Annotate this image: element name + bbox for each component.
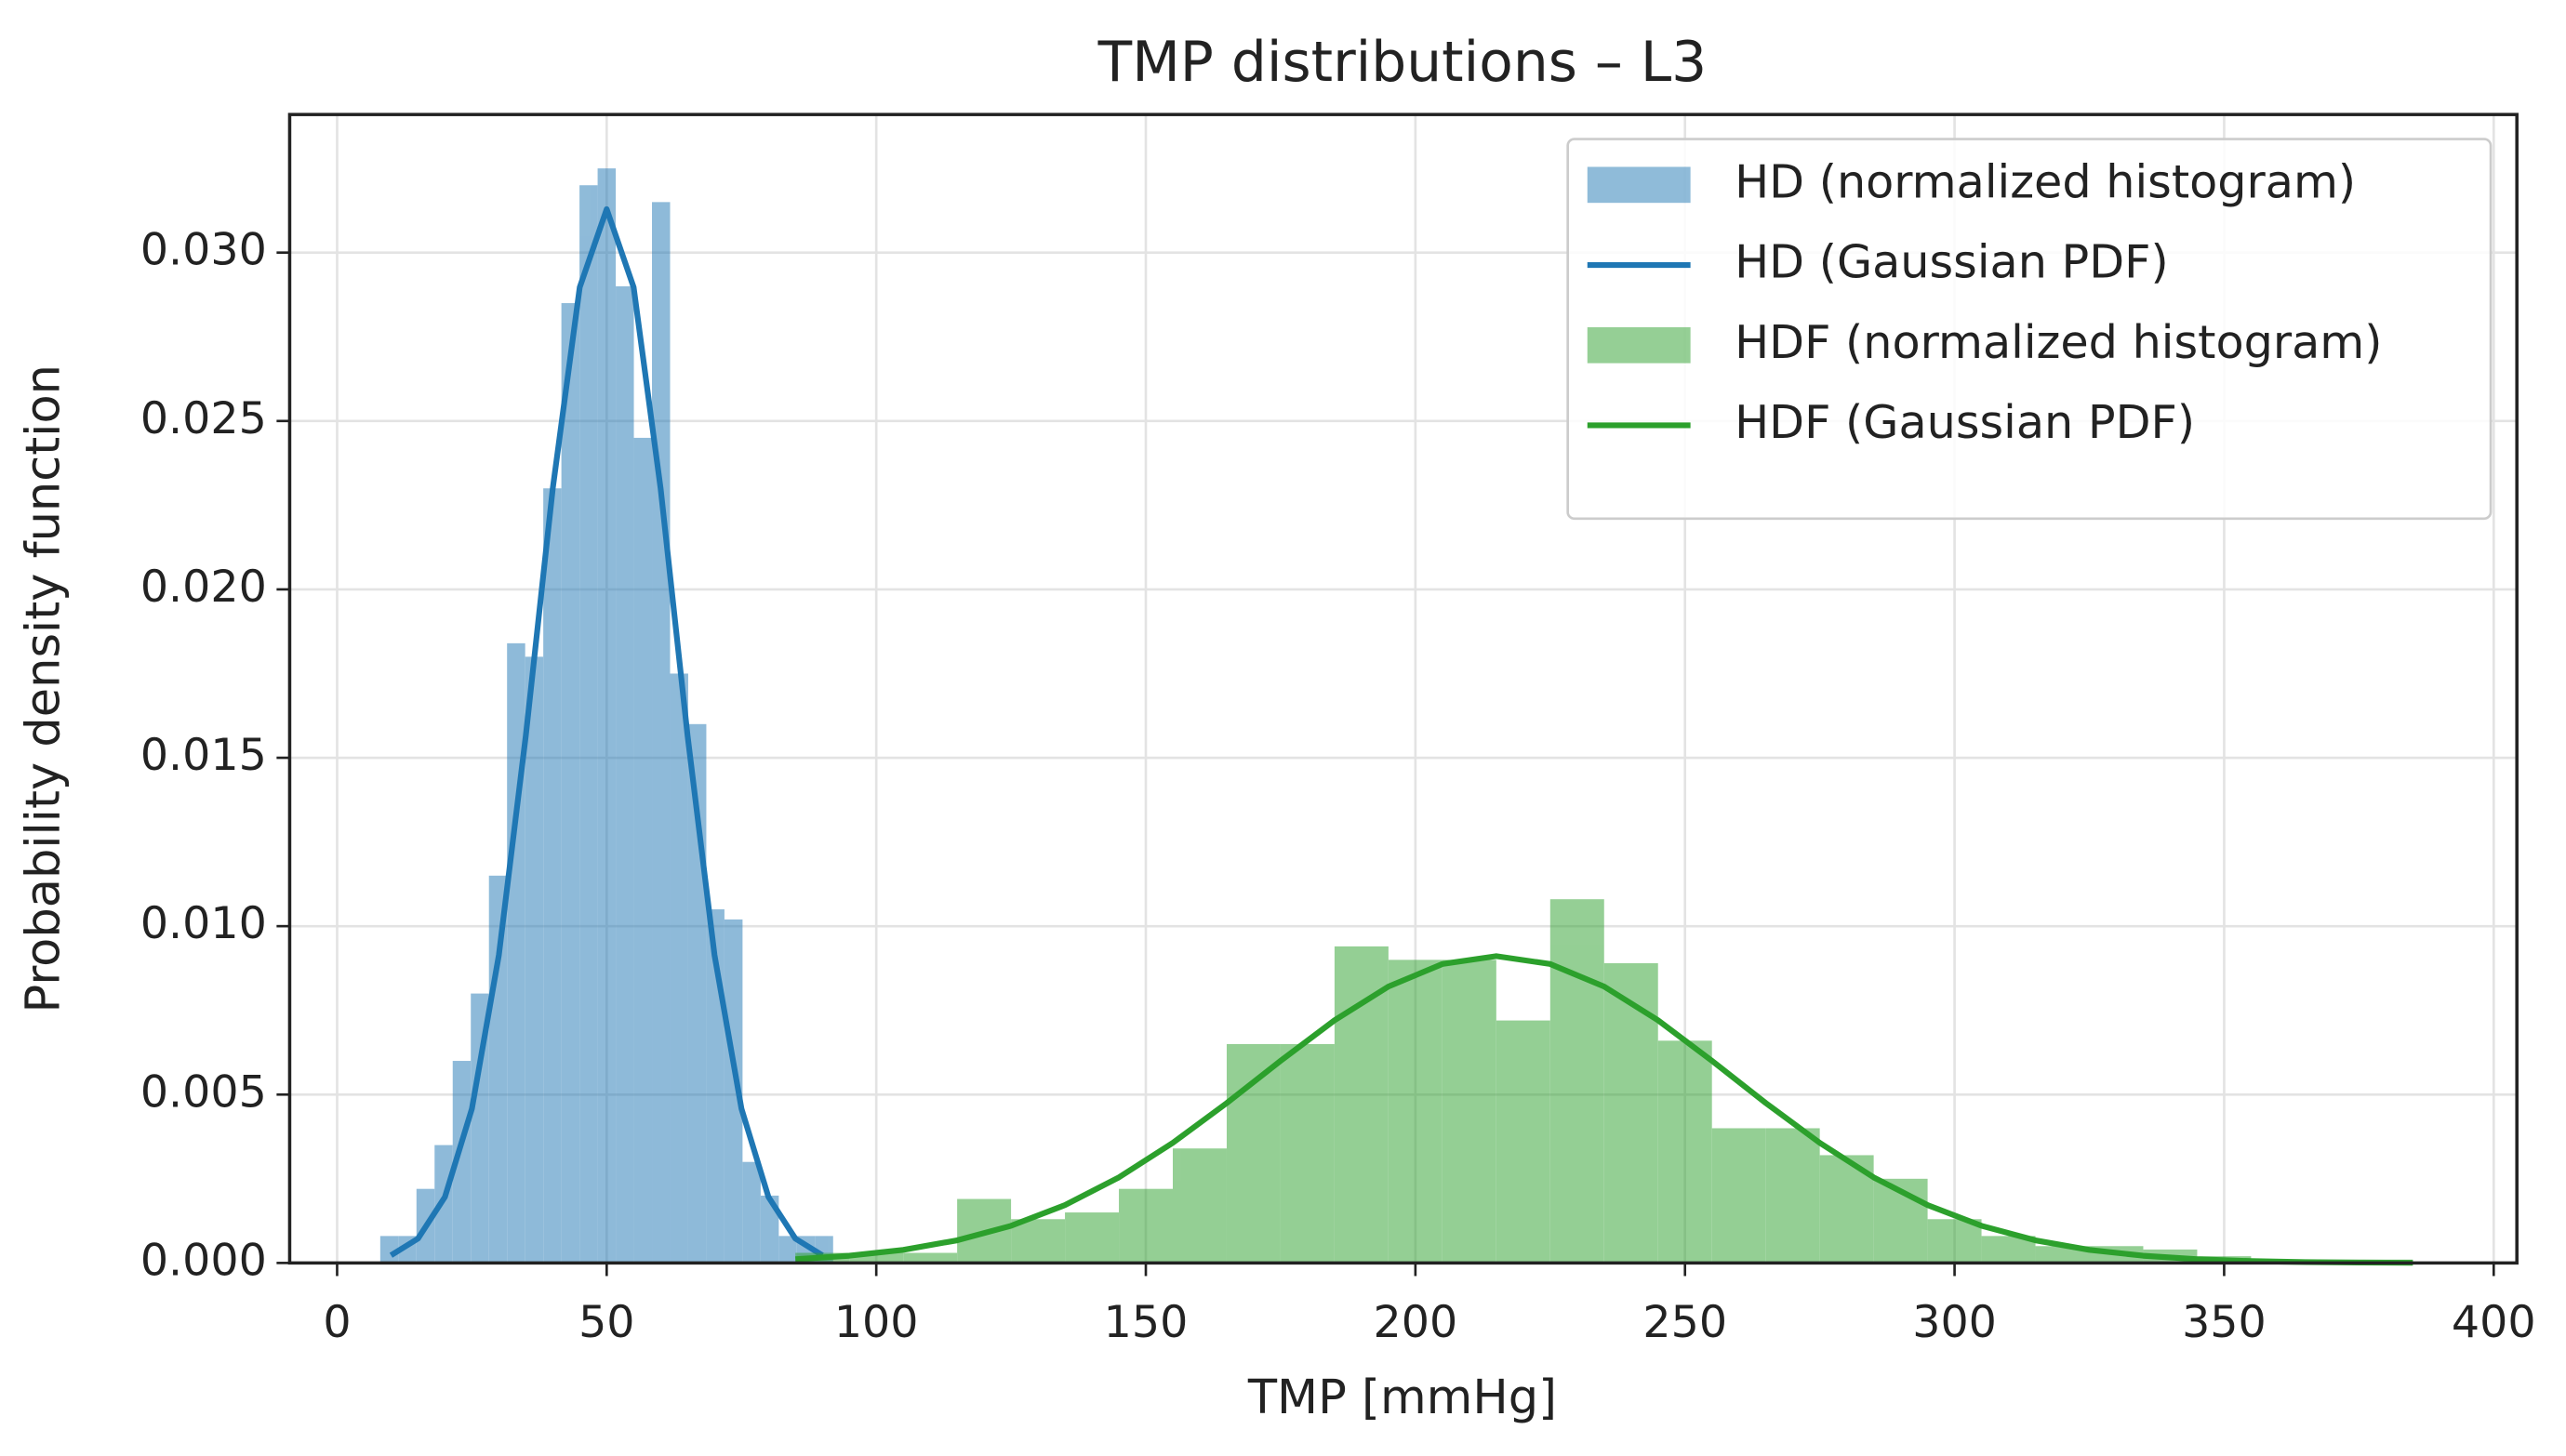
histogram-bar (1765, 1128, 1820, 1264)
histogram-bar (742, 1161, 761, 1264)
histogram-bar (760, 1195, 779, 1264)
histogram-bar (597, 168, 617, 1264)
histogram-bar (1603, 962, 1658, 1264)
histogram-bar (543, 488, 562, 1264)
x-tick-label: 100 (834, 1297, 919, 1348)
histogram-bar (507, 642, 525, 1264)
histogram-bar (1280, 1043, 1335, 1264)
histogram-bar (724, 919, 743, 1264)
histogram-bar (903, 1252, 958, 1264)
y-tick-label: 0.005 (140, 1066, 267, 1118)
x-tick-label: 250 (1642, 1297, 1727, 1348)
histogram-bar (1119, 1188, 1174, 1264)
histogram-bar (1442, 960, 1496, 1264)
pdf-line (795, 953, 2413, 1266)
y-tick-label: 0.025 (140, 393, 267, 444)
legend-label: HD (normalized histogram) (1735, 154, 2356, 208)
histogram (379, 168, 833, 1264)
x-tick-label: 200 (1374, 1297, 1458, 1348)
y-tick-label: 0.020 (140, 562, 267, 613)
histogram-bar (616, 285, 634, 1264)
y-tick-label: 0.010 (140, 898, 267, 949)
histogram-bar (1711, 1128, 1766, 1264)
histogram-bar (1657, 1040, 1712, 1264)
histogram-bar (1334, 946, 1389, 1264)
x-tick-label: 300 (1912, 1297, 1997, 1348)
chart-title: TMP distributions – L3 (1097, 30, 1708, 95)
histogram-bar (471, 993, 489, 1264)
histogram-bar (1388, 960, 1443, 1264)
histogram-bar (561, 303, 580, 1264)
legend-swatch (1587, 166, 1691, 204)
legend-label: HDF (normalized histogram) (1735, 315, 2382, 369)
histogram-bar (633, 437, 653, 1264)
legend-box (1566, 138, 2493, 521)
histogram-bar (525, 656, 544, 1264)
histogram-bar (1065, 1212, 1120, 1264)
histogram-bar (1011, 1219, 1066, 1264)
legend-swatch (1587, 326, 1691, 364)
x-tick-label: 350 (2182, 1297, 2267, 1348)
plot-frame (287, 113, 2519, 1265)
histogram-bar (1496, 1020, 1550, 1264)
histogram (795, 899, 2413, 1264)
histogram-bar (1173, 1148, 1227, 1264)
x-tick-label: 400 (2452, 1297, 2536, 1348)
legend-label: HDF (Gaussian PDF) (1735, 395, 2195, 449)
y-tick-label: 0.015 (140, 730, 267, 781)
y-axis-label: Probability density function (16, 364, 71, 1013)
histogram-bar (579, 185, 598, 1264)
pdf-line (389, 205, 824, 1258)
histogram-bar (849, 1252, 904, 1264)
y-tick-label: 0.030 (140, 225, 267, 276)
x-tick-label: 0 (323, 1297, 351, 1348)
histogram-bar (652, 202, 671, 1264)
histogram-bar (778, 1236, 797, 1264)
x-axis-label: TMP [mmHg] (1247, 1370, 1557, 1425)
histogram-bar (1226, 1043, 1281, 1264)
x-tick-label: 50 (578, 1297, 634, 1348)
histogram-bar (1927, 1219, 1982, 1264)
histogram-bar (1549, 899, 1604, 1264)
y-tick-label: 0.000 (140, 1235, 267, 1286)
histogram-bar (452, 1061, 472, 1264)
legend-label: HD (Gaussian PDF) (1735, 235, 2169, 289)
histogram-bar (670, 673, 688, 1264)
x-tick-label: 150 (1104, 1297, 1189, 1348)
